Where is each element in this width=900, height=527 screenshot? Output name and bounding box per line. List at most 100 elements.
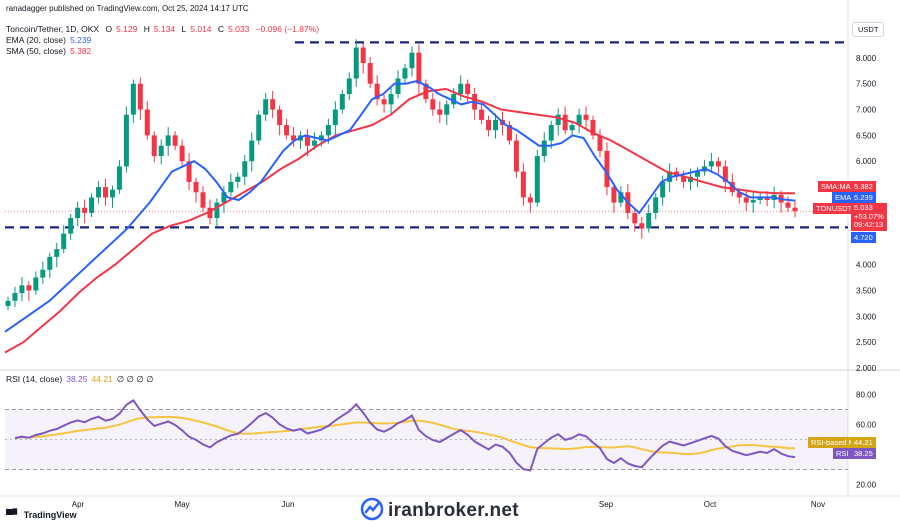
- candle-body: [486, 119, 492, 131]
- sma-legend-label: SMA (50, close): [6, 46, 66, 56]
- sma-legend-value: 5.382: [70, 46, 92, 56]
- sma-tag-label: SMA:MA: [821, 182, 851, 191]
- candle-body: [235, 176, 241, 182]
- candle-body: [764, 197, 770, 200]
- ohlc-change: −0.096 (−1.87%): [255, 24, 320, 34]
- price-tick-label: 4.000: [856, 261, 877, 270]
- candle-body: [103, 187, 109, 198]
- candle-body: [639, 223, 645, 229]
- candle-body: [207, 207, 213, 219]
- ohlc-l-label: L: [181, 24, 187, 34]
- sma-legend[interactable]: SMA (50, close) 5.382: [6, 46, 95, 56]
- candle-body: [576, 114, 582, 126]
- watermark: iranbroker.net: [360, 497, 519, 522]
- candle-body: [346, 78, 352, 95]
- candle-body: [409, 52, 415, 69]
- candle-body: [708, 161, 714, 167]
- price-tick-label: 3.000: [856, 312, 877, 321]
- sma-50-line: [4, 87, 796, 354]
- candle-body: [750, 200, 756, 203]
- time-tick-label: Oct: [704, 500, 717, 509]
- ema-legend-label: EMA (20, close): [6, 35, 66, 45]
- candle-body: [19, 285, 25, 294]
- candle-body: [89, 197, 95, 213]
- currency-button[interactable]: USDT: [852, 22, 885, 37]
- candle-body: [451, 94, 457, 105]
- candle-body: [12, 293, 18, 301]
- candle-body: [374, 83, 380, 100]
- rsi-line: [14, 399, 796, 472]
- rsi-ma-legend-value: 44.21: [91, 374, 113, 384]
- candle-body: [214, 202, 220, 219]
- ohlc-h-label: H: [143, 24, 150, 34]
- price-tick-label: 3.500: [856, 286, 877, 295]
- time-tick-label: Sep: [599, 500, 614, 509]
- candle-body: [158, 145, 164, 157]
- price-tick-label: 8.000: [856, 54, 877, 63]
- ohlc-low: 5.014: [190, 24, 212, 34]
- time-tick-label: Apr: [72, 500, 85, 509]
- symbol-title: Toncoin/Tether, 1D, OKX: [6, 24, 100, 34]
- price-tick-label: 7.000: [856, 106, 877, 115]
- candle-body: [61, 233, 67, 250]
- candle-body: [242, 161, 248, 177]
- candle-body: [604, 150, 610, 188]
- candle-body: [193, 181, 199, 193]
- candle-body: [144, 109, 150, 136]
- ema-20-line: [4, 80, 796, 333]
- ohlc-high: 5.134: [153, 24, 176, 34]
- rsi-ma-tag-label: RSI-based MA: [808, 437, 863, 448]
- candle-body: [263, 99, 269, 115]
- candle-body: [304, 135, 310, 146]
- candle-body: [590, 119, 596, 136]
- candle-body: [137, 83, 143, 110]
- candle-body: [653, 197, 659, 213]
- candle-body: [33, 277, 39, 291]
- candle-body: [555, 114, 561, 126]
- ema-legend-value: 5.239: [70, 35, 92, 45]
- tv-logo[interactable]: ▀▘ TradingView: [6, 510, 77, 521]
- time-tick-label: May: [174, 500, 189, 509]
- candle-body: [667, 171, 673, 182]
- candle-body: [47, 256, 53, 270]
- watermark-text: iranbroker.net: [388, 500, 519, 521]
- candle-body: [360, 47, 366, 64]
- price-tick-label: 6.000: [856, 157, 877, 166]
- candle-body: [402, 68, 408, 79]
- ema-legend[interactable]: EMA (20, close) 5.239: [6, 35, 95, 45]
- ema-price-value: 5.239: [851, 192, 876, 203]
- candle-body: [534, 156, 540, 203]
- symbol-price-change: +53.07%: [854, 211, 884, 221]
- candle-body: [249, 140, 255, 162]
- candle-body: [506, 125, 512, 141]
- publisher-line: ranadagger published on TradingView.com,…: [6, 4, 249, 13]
- ohlc-close: 5.033: [228, 24, 250, 34]
- support-price-tag: 4.720: [851, 232, 876, 243]
- candle-body: [123, 114, 129, 167]
- price-tick-label: 7.500: [856, 80, 877, 89]
- candle-body: [479, 109, 485, 120]
- candle-body: [151, 135, 157, 157]
- rsi-legend-extra: ∅ ∅ ∅ ∅: [116, 374, 154, 384]
- candle-body: [548, 125, 554, 141]
- rsi-legend[interactable]: RSI (14, close) 38.25 44.21 ∅ ∅ ∅ ∅: [6, 374, 157, 385]
- candle-body: [186, 161, 192, 182]
- ohlc-open: 5.129: [116, 24, 138, 34]
- tv-logo-text: TradingView: [23, 510, 77, 520]
- candle-body: [618, 192, 624, 203]
- symbol-price-tag: TONUSDT: [813, 203, 856, 214]
- tv-logo-icon: ▀▘: [6, 510, 21, 521]
- candle-body: [228, 181, 234, 193]
- rsi-tick-label: 20.00: [856, 481, 877, 490]
- candle-body: [367, 63, 373, 84]
- rsi-legend-label: RSI (14, close): [6, 374, 63, 384]
- candle-body: [277, 109, 283, 126]
- candle-body: [646, 212, 652, 229]
- candle-body: [165, 135, 171, 146]
- candle-body: [68, 218, 74, 234]
- candle-body: [395, 78, 401, 95]
- candle-body: [715, 161, 721, 167]
- candle-body: [75, 207, 81, 219]
